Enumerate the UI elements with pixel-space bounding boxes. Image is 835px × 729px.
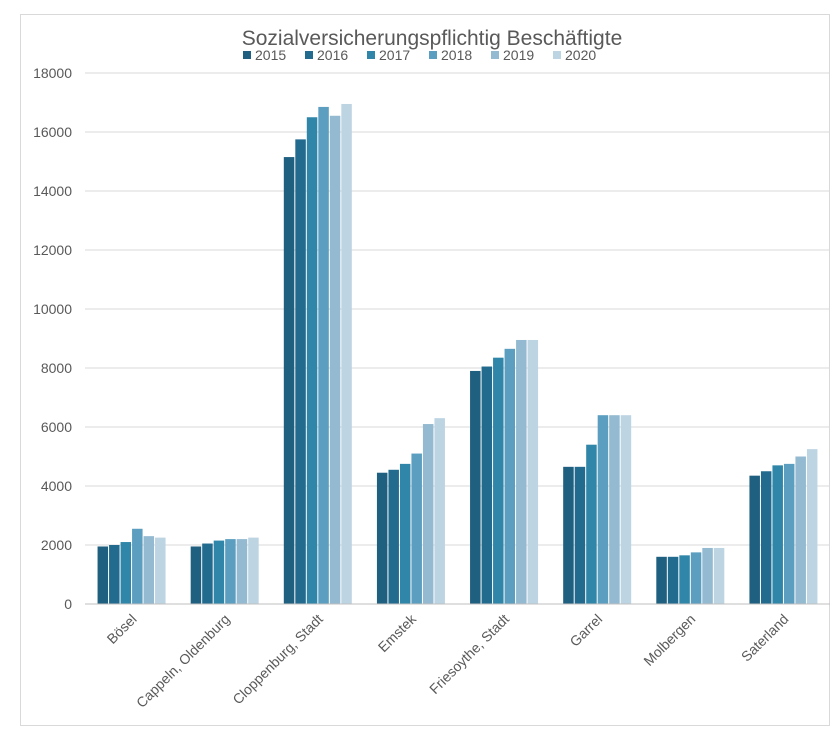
bar-2018 (783, 463, 795, 604)
bar-2019 (143, 536, 155, 604)
x-tick-label: Garrel (566, 611, 605, 650)
bar-2020 (806, 449, 818, 604)
legend-label: 2019 (503, 47, 534, 63)
legend-swatch (553, 51, 561, 59)
bar-2018 (225, 539, 236, 604)
bar-2017 (213, 540, 225, 604)
bar-2019 (516, 339, 527, 604)
bar-2016 (295, 139, 306, 604)
bar-2019 (236, 539, 248, 604)
bar-2017 (120, 542, 132, 604)
bar-2018 (318, 106, 329, 605)
y-tick-label: 18000 (33, 65, 72, 81)
y-tick-label: 0 (64, 596, 72, 612)
bar-2015 (656, 556, 667, 604)
bar-2018 (504, 348, 516, 604)
y-tick-label: 4000 (41, 478, 72, 494)
x-tick-label: Bösel (104, 611, 140, 647)
bar-2016 (109, 545, 120, 604)
bar-2015 (376, 472, 388, 604)
x-tick-label: Saterland (738, 611, 792, 665)
y-tick-label: 6000 (41, 419, 72, 435)
bar-2016 (760, 471, 772, 604)
legend-swatch (491, 51, 499, 59)
y-tick-label: 12000 (33, 242, 72, 258)
chart-frame (20, 14, 830, 726)
bar-2019 (795, 456, 806, 604)
legend-label: 2017 (379, 47, 410, 63)
y-tick-label: 2000 (41, 537, 72, 553)
chart-legend: 2015 2016 2017 2018 2019 2020 (243, 47, 596, 63)
bar-2016 (202, 543, 213, 604)
bar-2015 (749, 475, 760, 604)
bar-2018 (132, 528, 143, 604)
bar-2018 (411, 453, 422, 604)
bar-2015 (97, 546, 109, 604)
bar-2015 (190, 546, 202, 604)
legend-label: 2016 (317, 47, 348, 63)
bar-2015 (283, 157, 295, 604)
bar-2020 (527, 339, 539, 604)
bar-2015 (563, 466, 574, 604)
x-tick-label: Friesoythe, Stadt (426, 611, 512, 697)
chart-title: Sozialversicherungspflichtig Beschäftigt… (242, 27, 623, 50)
bar-2020 (341, 103, 352, 604)
legend-swatch (429, 51, 437, 59)
y-tick-label: 10000 (33, 301, 72, 317)
bar-2017 (306, 117, 318, 604)
bar-2018 (597, 415, 609, 604)
y-axis-ticks: 0 2000 4000 6000 8000 10000 12000 14000 16000 180… (33, 65, 72, 612)
bar-2019 (702, 547, 713, 604)
bar-2016 (667, 556, 679, 604)
legend-swatch (305, 51, 313, 59)
gridlines (85, 72, 830, 546)
bar-2019 (609, 415, 620, 604)
legend-label: 2020 (565, 47, 596, 63)
bar-2020 (434, 418, 445, 604)
bar-2016 (481, 366, 493, 604)
bar-2020 (713, 547, 725, 604)
bar-2017 (679, 555, 690, 604)
y-tick-label: 16000 (33, 124, 72, 140)
bar-2020 (248, 537, 259, 604)
x-tick-label: Molbergen (640, 611, 698, 669)
bar-2017 (586, 444, 597, 604)
bars (97, 103, 818, 605)
bar-2019 (422, 424, 434, 604)
x-tick-label: Cappeln, Oldenburg (133, 611, 233, 711)
bar-2018 (690, 552, 702, 604)
y-tick-label: 8000 (41, 360, 72, 376)
bar-2015 (470, 370, 481, 604)
bar-2020 (620, 415, 632, 604)
bar-2017 (399, 463, 411, 604)
bar-2016 (388, 469, 399, 604)
legend-swatch (243, 51, 251, 59)
bar-2019 (329, 115, 341, 605)
bar-2017 (772, 465, 783, 604)
x-tick-label: Cloppenburg, Stadt (229, 611, 326, 708)
x-tick-label: Emstek (375, 610, 420, 655)
y-tick-label: 14000 (33, 183, 72, 199)
bar-2020 (155, 537, 166, 604)
bar-2016 (574, 466, 586, 604)
legend-swatch (367, 51, 375, 59)
legend-label: 2015 (255, 47, 286, 63)
legend-label: 2018 (441, 47, 472, 63)
bar-2017 (493, 357, 504, 604)
